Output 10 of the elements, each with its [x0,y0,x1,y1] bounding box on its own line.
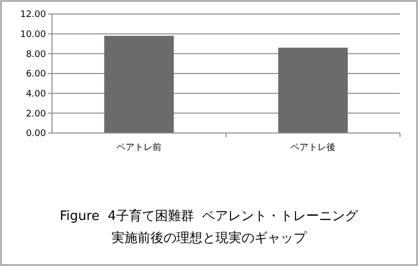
y-tick-label: 4.00 [26,89,46,100]
y-tick-label: 2.00 [26,109,46,120]
y-tick-label: 12.00 [20,10,46,20]
y-tick-label: 6.00 [26,70,46,80]
y-tick-label: 8.00 [26,50,46,60]
text: Figure 4子育て困難群 ペアレント・トレーニング実施前後の理想と現実のギャップ [60,208,360,246]
x-tick-label: ペアトレ後 [290,142,336,153]
y-tick-label: 0.00 [26,129,46,140]
y-tick-label: 10.00 [20,30,46,40]
x-tick-label: ペアトレ前 [116,142,162,153]
